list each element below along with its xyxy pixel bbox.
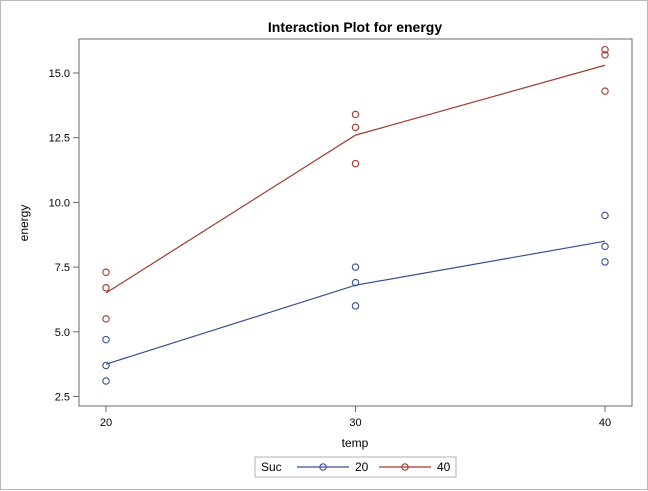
data-point bbox=[601, 45, 609, 54]
legend-box bbox=[254, 456, 457, 478]
legend-title: Suc bbox=[261, 460, 282, 474]
series-layer bbox=[102, 45, 609, 385]
data-point bbox=[351, 263, 360, 271]
data-point bbox=[351, 159, 360, 168]
y-axis-label: energy bbox=[17, 205, 31, 242]
x-tick-label: 40 bbox=[599, 417, 611, 429]
x-tick-label: 30 bbox=[349, 417, 361, 429]
legend-label: 20 bbox=[355, 460, 369, 474]
data-point bbox=[351, 278, 360, 287]
y-tick-label: 10.0 bbox=[49, 197, 70, 209]
data-point bbox=[351, 110, 360, 119]
series-line-40 bbox=[105, 64, 606, 294]
series-line-20 bbox=[105, 240, 606, 365]
y-tick-label: 5.0 bbox=[55, 327, 70, 339]
legend-label: 40 bbox=[437, 460, 451, 474]
legend-marker bbox=[401, 463, 409, 471]
y-tick-label: 12.5 bbox=[49, 133, 70, 145]
legend: Suc 20 40 bbox=[254, 456, 457, 478]
data-point bbox=[601, 51, 609, 59]
data-point bbox=[102, 268, 110, 277]
data-point bbox=[102, 335, 110, 344]
data-point bbox=[351, 123, 360, 132]
chart-title: Interaction Plot for energy bbox=[268, 19, 442, 35]
data-point bbox=[601, 87, 609, 95]
y-axis: 2.5 5.0 7.5 10.0 12.5 15.0 bbox=[49, 68, 79, 404]
legend-marker bbox=[319, 463, 327, 471]
data-point bbox=[102, 377, 110, 385]
data-point bbox=[601, 211, 609, 220]
y-tick-label: 15.0 bbox=[49, 68, 70, 80]
data-point bbox=[102, 315, 110, 323]
y-tick-label: 7.5 bbox=[55, 262, 70, 274]
x-tick-label: 20 bbox=[100, 417, 112, 429]
legend-entry-20: 20 bbox=[297, 460, 369, 474]
data-point bbox=[102, 284, 110, 292]
y-tick-label: 2.5 bbox=[55, 392, 70, 404]
data-point bbox=[601, 242, 609, 251]
series-40 bbox=[102, 45, 609, 323]
data-point bbox=[102, 361, 110, 370]
x-axis-label: temp bbox=[342, 436, 369, 450]
data-point bbox=[351, 302, 360, 310]
series-20 bbox=[102, 211, 609, 385]
plot-area bbox=[78, 38, 633, 407]
data-point bbox=[601, 258, 609, 266]
x-axis: 20 30 40 bbox=[100, 406, 611, 429]
legend-entry-40: 40 bbox=[379, 460, 451, 474]
